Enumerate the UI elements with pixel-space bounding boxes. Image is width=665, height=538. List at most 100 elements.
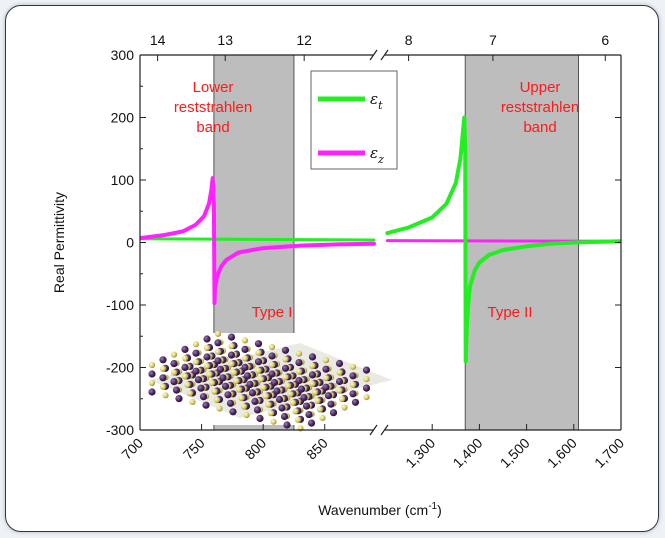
lattice-atom-dark xyxy=(275,395,284,404)
lattice-atom-dark xyxy=(281,364,290,372)
lattice-atom-dark xyxy=(351,398,360,406)
lower-band-label-line: Lower xyxy=(193,79,234,96)
lattice-atom-light xyxy=(186,390,194,397)
lattice-atom-light xyxy=(341,404,348,411)
lattice-atom-dark xyxy=(308,371,317,379)
break-mark xyxy=(369,49,378,61)
lattice-atom-dark xyxy=(202,401,210,409)
legend-label: εz xyxy=(370,144,384,166)
top-tick-label: 6 xyxy=(601,32,609,48)
x-axis-title-main: Wavenumber (cm xyxy=(318,502,428,518)
x-tick-label: 800 xyxy=(241,435,269,463)
x-tick-label: 1,500 xyxy=(497,435,533,471)
lattice-atom-light xyxy=(238,395,245,402)
lattice-atom-light xyxy=(170,369,178,376)
lattice-atom-dark xyxy=(280,412,289,421)
lattice-atom-dark xyxy=(197,384,205,392)
lattice-atom-dark xyxy=(175,395,183,403)
lattice-atom-light xyxy=(363,394,370,401)
lattice-atom-light xyxy=(295,368,303,375)
top-tick-label: 12 xyxy=(296,32,312,48)
lattice-atom-dark xyxy=(307,419,316,427)
lattice-atom-light xyxy=(241,337,249,344)
lattice-atom-dark xyxy=(335,359,344,368)
lattice-atom-light xyxy=(260,384,267,391)
x-tick-label: 850 xyxy=(303,435,331,463)
lattice-atom-light xyxy=(213,396,221,404)
lattice-atom-dark xyxy=(203,335,211,343)
lattice-atom-light xyxy=(270,418,277,425)
lattice-atom-dark xyxy=(305,411,313,419)
lattice-atom-dark xyxy=(335,377,344,386)
annotations: Lower reststrahlen band Upper reststrahlen ba… xyxy=(174,79,579,321)
lattice-atom-light xyxy=(265,401,272,408)
lattice-atom-light xyxy=(203,362,211,370)
lattice-atom-light xyxy=(294,416,302,423)
x-tick-label: 1,700 xyxy=(591,435,627,471)
break-mark xyxy=(380,424,389,436)
lattice-atom-light xyxy=(243,412,250,419)
lattice-atom-light xyxy=(363,376,370,383)
lattice-atom-light xyxy=(314,397,321,404)
lattice-atom-dark xyxy=(194,376,203,384)
top-tick-label: 14 xyxy=(150,32,166,48)
lattice-atom-dark xyxy=(295,377,303,385)
lattice-atom-light xyxy=(159,365,167,372)
lattice-atom-light xyxy=(241,355,249,362)
lattice-atom-dark xyxy=(148,388,156,396)
break-gap xyxy=(374,53,385,432)
lattice-atom-dark xyxy=(219,374,227,382)
x-axis-title-superscript: -1 xyxy=(428,501,437,512)
lattice-atom-dark xyxy=(278,404,286,412)
lattice-atom-light xyxy=(214,348,222,355)
lattice-atom-light xyxy=(216,405,223,412)
lattice-atom-dark xyxy=(297,385,306,393)
y-tick-label: -300 xyxy=(106,422,134,438)
type-ii-label: Type II xyxy=(487,304,532,321)
lattice-atom-light xyxy=(287,391,294,398)
lattice-atom-dark xyxy=(172,386,181,394)
lattice-atom-light xyxy=(228,361,235,368)
y-tick-label: -100 xyxy=(106,297,134,313)
lattice-atom-light xyxy=(284,382,292,389)
lattice-atom-dark xyxy=(241,345,249,353)
lattice-atom-dark xyxy=(329,409,338,417)
lattice-atom-dark xyxy=(192,367,200,375)
legend-label: εt xyxy=(370,90,383,112)
y-tick-label: -200 xyxy=(106,360,134,376)
top-tick-label: 7 xyxy=(489,32,497,48)
inset-slab xyxy=(150,343,392,418)
lattice-atom-light xyxy=(206,371,213,378)
lattice-atom-light xyxy=(189,398,196,405)
lattice-atom-dark xyxy=(221,382,230,390)
top-tick-label: 8 xyxy=(405,32,413,48)
lattice-atom-light xyxy=(268,343,276,351)
lattice-atom-dark xyxy=(349,372,357,380)
crystal-lattice-inset xyxy=(140,330,395,432)
lattice-atom-dark xyxy=(203,353,211,361)
lattice-atom-light xyxy=(162,392,169,399)
lattice-atom-light xyxy=(184,381,191,388)
legend-symbol: ε xyxy=(370,144,378,162)
lattice-atom-dark xyxy=(229,408,237,416)
lattice-atom-light xyxy=(181,355,189,362)
lattice-atom-light xyxy=(255,349,262,356)
lattice-atom-light xyxy=(159,383,167,390)
lattice-atom-light xyxy=(282,356,289,363)
lattice-atom-dark xyxy=(227,351,236,359)
x-tick-label: 750 xyxy=(180,435,208,463)
upper-band-label-line: Upper xyxy=(520,79,561,96)
lattice-atom-light xyxy=(262,393,270,400)
lattice-atom-dark xyxy=(322,365,330,373)
y-tick-label: 300 xyxy=(111,47,135,63)
lattice-atom-dark xyxy=(362,384,371,392)
lattice-atom-light xyxy=(322,375,330,382)
lower-band-label-line: reststrahlen xyxy=(174,99,252,116)
lattice-atom-light xyxy=(292,408,299,415)
x-axis-title: Wavenumber (cm-1) xyxy=(318,501,442,518)
lattice-atom-dark xyxy=(302,402,311,410)
lattice-atom-dark xyxy=(253,406,262,414)
x-tick-label: 1,300 xyxy=(402,435,438,471)
lattice-atom-dark xyxy=(362,366,371,374)
lattice-atom-light xyxy=(282,374,289,381)
